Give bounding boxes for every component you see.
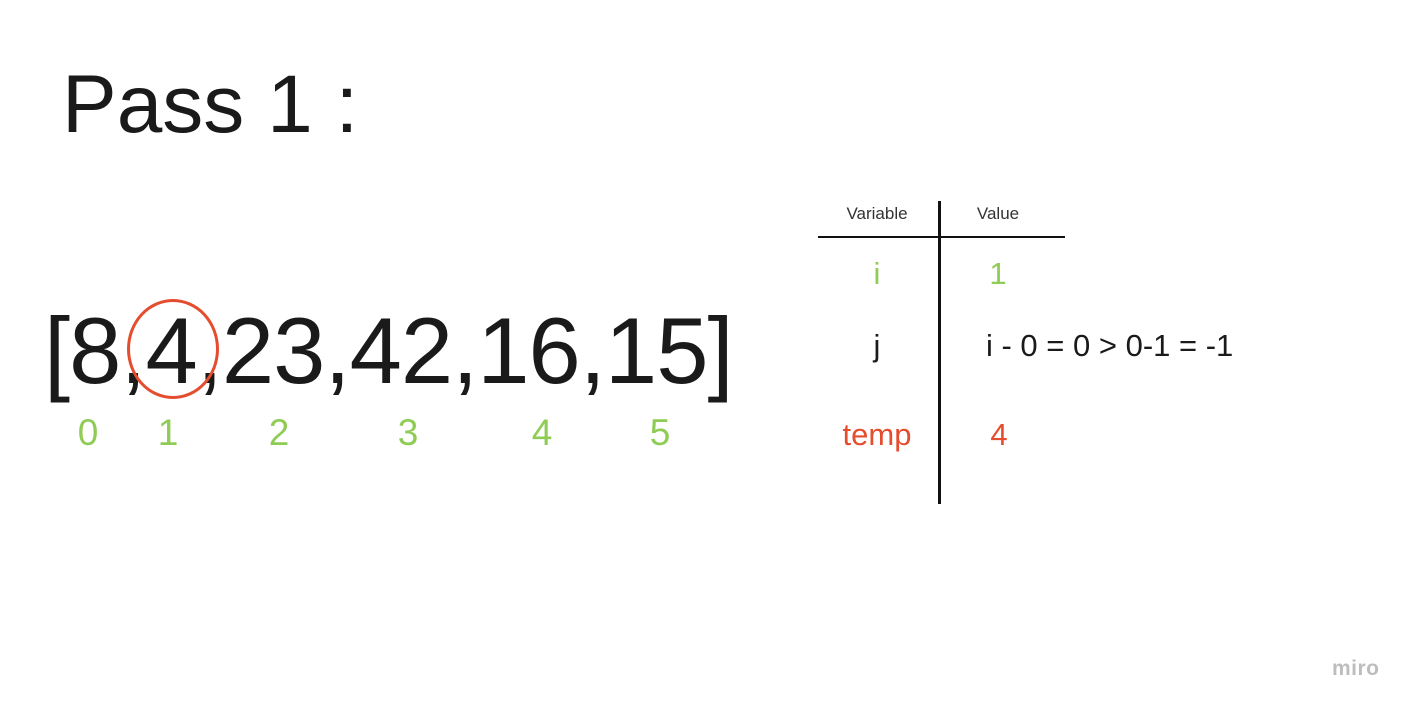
index-3: 3 xyxy=(397,412,419,453)
page-title: Pass 1 : xyxy=(62,59,359,150)
value-i: 1 xyxy=(989,256,1007,291)
table-vertical-line xyxy=(938,201,941,504)
var-temp: temp xyxy=(842,417,912,452)
header-value: Value xyxy=(976,204,1020,223)
index-1: 1 xyxy=(157,412,179,453)
index-4: 4 xyxy=(531,412,553,453)
index-2: 2 xyxy=(268,412,290,453)
table-horizontal-line xyxy=(818,236,1065,238)
header-variable: Variable xyxy=(846,204,908,223)
var-i: i xyxy=(873,256,881,291)
miro-logo: miro xyxy=(1332,657,1380,680)
index-5: 5 xyxy=(649,412,671,453)
highlight-circle xyxy=(127,299,219,399)
var-j: j xyxy=(873,328,881,363)
value-temp: 4 xyxy=(990,417,1008,452)
value-j: i - 0 = 0 > 0-1 = -1 xyxy=(986,328,1234,363)
index-0: 0 xyxy=(77,412,99,453)
